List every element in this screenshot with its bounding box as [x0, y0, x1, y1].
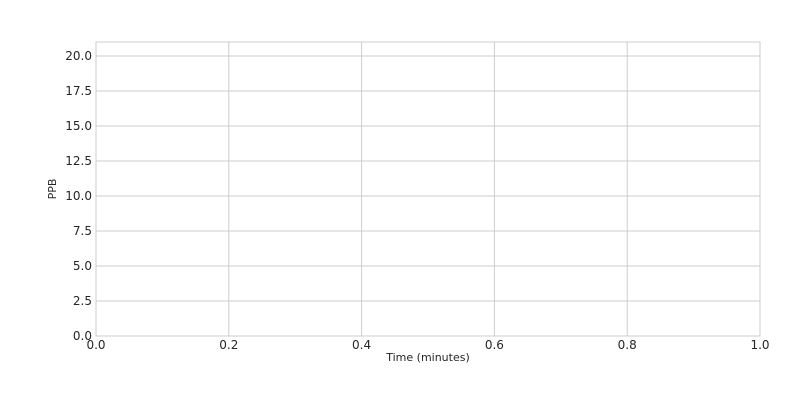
plot-background — [96, 42, 760, 336]
y-tick-label: 7.5 — [73, 224, 92, 238]
y-tick-label: 10.0 — [65, 189, 92, 203]
x-tick-label: 0.6 — [485, 338, 504, 352]
x-tick-label: 0.8 — [618, 338, 637, 352]
y-tick-label: 17.5 — [65, 84, 92, 98]
y-tick-label: 0.0 — [73, 329, 92, 343]
y-grid — [96, 55, 760, 337]
y-tick-labels: 0.0 2.5 5.0 7.5 10.0 12.5 15.0 17.5 20.0 — [65, 49, 92, 343]
y-axis-label: PPB — [46, 179, 59, 200]
plot-frame — [95, 41, 761, 337]
x-tick-label: 1.0 — [750, 338, 769, 352]
y-tick-label: 20.0 — [65, 49, 92, 63]
x-tick-label: 0.4 — [352, 338, 371, 352]
x-tick-labels: 0.0 0.2 0.4 0.6 0.8 1.0 — [86, 338, 769, 352]
x-tick-label: 0.2 — [219, 338, 238, 352]
y-tick-label: 2.5 — [73, 294, 92, 308]
x-axis-label: Time (minutes) — [385, 351, 470, 364]
y-tick-label: 5.0 — [73, 259, 92, 273]
x-tick-label: 0.0 — [86, 338, 105, 352]
y-tick-label: 12.5 — [65, 154, 92, 168]
y-tick-label: 15.0 — [65, 119, 92, 133]
